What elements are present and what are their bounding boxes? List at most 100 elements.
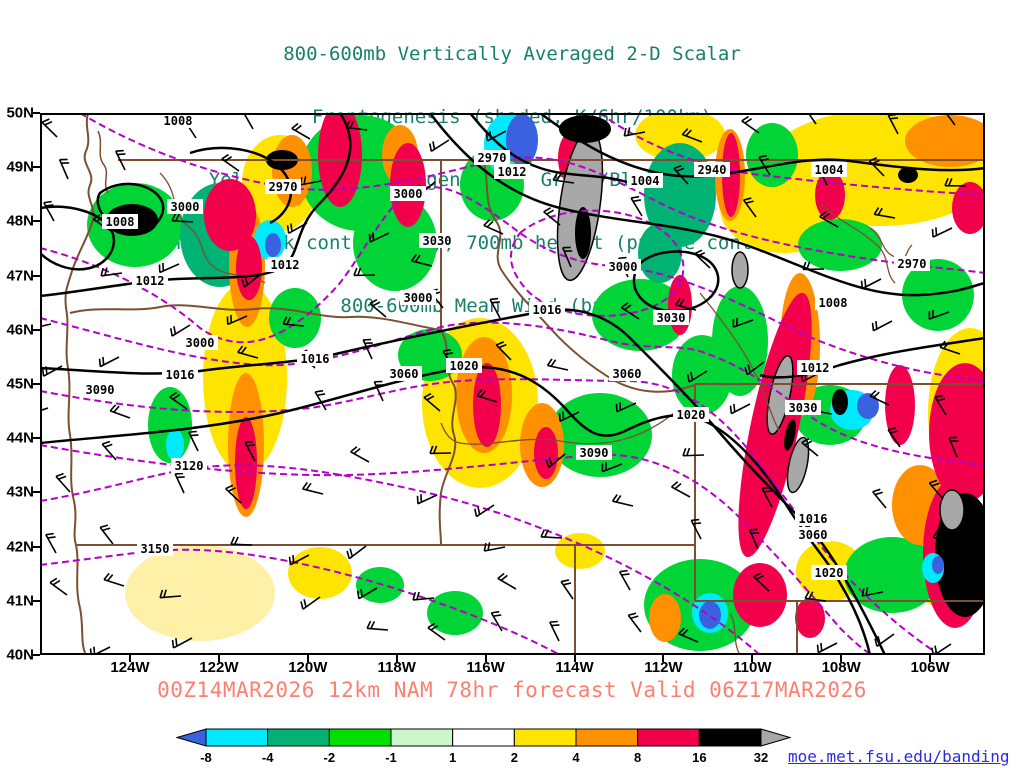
colorbar-tick-label: 1 (449, 750, 456, 765)
svg-text:2970: 2970 (269, 180, 298, 194)
wind-barb (873, 207, 896, 219)
wind-barb (944, 177, 967, 187)
wind-barb (286, 222, 308, 234)
height-contour-label: 3030 (653, 310, 689, 325)
colorbar-tick-label: 4 (572, 750, 580, 765)
wind-barb (242, 113, 254, 130)
shading-blob (731, 251, 749, 289)
colorbar: -8 -4 -2 -1 1 2 4 8 16 32 (176, 728, 791, 765)
wind-barb (485, 130, 507, 142)
wind-barb (948, 436, 959, 458)
colorbar-tick-label: -4 (262, 750, 274, 765)
wind-barb (101, 440, 117, 461)
colorbar-segment (513, 728, 577, 747)
wind-barb (41, 118, 58, 138)
wind-barb (601, 462, 623, 473)
mslp-contour-label: 1020 (811, 565, 847, 580)
wind-barb (549, 620, 560, 642)
wind-barb (802, 261, 825, 271)
wind-barb (291, 122, 311, 140)
wind-barb (171, 213, 194, 223)
wind-barb (410, 253, 433, 267)
wind-barb (681, 128, 703, 143)
shading-blob (204, 179, 256, 251)
wind-barb (282, 316, 305, 327)
coastline (64, 113, 95, 655)
wind-barb (366, 620, 389, 631)
colorbar-tick-label: -1 (385, 750, 397, 765)
wind-barb (618, 569, 631, 591)
wind-barb (40, 407, 49, 412)
shading-blob (575, 207, 591, 259)
wind-barb (627, 612, 642, 633)
lat-axis-label: 40N (6, 646, 34, 664)
colorbar-tick-label: -2 (324, 750, 336, 765)
wind-barb-layer (40, 113, 967, 655)
shading-blob (166, 429, 184, 461)
wind-barb (356, 587, 378, 600)
wind-barb (301, 481, 324, 495)
mslp-contour-label: 1008 (102, 214, 138, 229)
svg-text:1012: 1012 (136, 274, 165, 288)
lon-axis-label: 108W (821, 659, 861, 676)
lon-axis-label: 120W (288, 659, 328, 676)
wind-barb (545, 453, 566, 468)
shading-blob (236, 236, 262, 300)
wind-barb (869, 389, 890, 406)
colorbar-segment (575, 728, 639, 747)
axis-tick (33, 274, 40, 277)
mslp-contour (40, 365, 872, 655)
svg-text:1004: 1004 (631, 174, 660, 188)
wind-barb (872, 488, 887, 509)
colorbar-segment (267, 728, 330, 747)
shading-blob (125, 545, 275, 641)
site-link[interactable]: moe.met.fsu.edu/banding (788, 747, 1010, 766)
svg-text:3000: 3000 (609, 260, 638, 274)
lat-axis-label: 46N (6, 321, 34, 339)
colorbar-tick-label: 16 (692, 750, 706, 765)
shading-blob (265, 233, 281, 257)
wind-barb (801, 438, 819, 457)
wind-barb (115, 149, 126, 171)
svg-text:1008: 1008 (106, 215, 135, 229)
wind-barb (174, 472, 185, 494)
wind-barb (353, 267, 376, 277)
wind-barb (871, 320, 893, 332)
axis-tick (751, 655, 754, 662)
wind-barb (429, 139, 450, 153)
axis-tick (33, 220, 40, 223)
svg-text:1008: 1008 (819, 296, 848, 310)
colorbar-tick-label: 2 (511, 750, 518, 765)
wind-barb (483, 542, 506, 552)
wind-barb (55, 472, 71, 493)
colorbar-segment (452, 728, 515, 747)
lat-axis-label: 41N (6, 592, 34, 610)
axis-tick (129, 655, 131, 662)
svg-text:1020: 1020 (815, 566, 844, 580)
wind-barb (761, 486, 773, 508)
lon-axis-label: 110W (733, 659, 772, 676)
wind-barb (741, 115, 760, 134)
svg-text:1012: 1012 (801, 361, 830, 375)
wind-barb (495, 341, 512, 361)
svg-text:1004: 1004 (815, 163, 844, 177)
height-contour-label: 3120 (171, 458, 207, 473)
wind-barb (874, 633, 895, 647)
colorbar-segment (637, 728, 700, 747)
wind-barb (686, 370, 708, 383)
svg-text:3000: 3000 (394, 187, 423, 201)
wind-barb (345, 120, 368, 131)
wind-barb (412, 591, 435, 601)
wind-barb (300, 596, 321, 610)
wind-barb (427, 622, 446, 641)
wind-barb (931, 227, 953, 238)
shading-blob (559, 115, 611, 143)
axis-tick (33, 328, 40, 331)
mslp-contour (539, 113, 985, 178)
wind-barb (159, 589, 182, 599)
lon-axis-label: 118W (377, 659, 416, 676)
wind-barb (490, 610, 503, 632)
axis-tick (306, 655, 309, 662)
wind-barb (546, 358, 569, 371)
height-contour-label: 2970 (474, 150, 510, 165)
